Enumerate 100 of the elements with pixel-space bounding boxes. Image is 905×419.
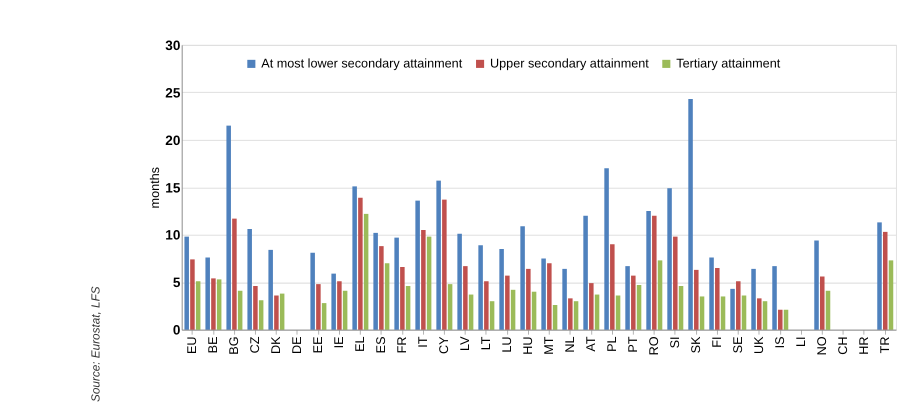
y-tick-label: 0 bbox=[172, 322, 180, 338]
bar bbox=[541, 258, 546, 330]
bar bbox=[820, 276, 825, 330]
bar bbox=[184, 236, 189, 330]
x-tick-label: HU bbox=[520, 336, 535, 355]
x-tick-label: NL bbox=[562, 336, 577, 353]
bar bbox=[190, 259, 195, 330]
bar bbox=[552, 304, 558, 330]
bar bbox=[667, 188, 672, 330]
bar bbox=[258, 300, 264, 330]
bar bbox=[211, 278, 216, 330]
x-tick-label: SI bbox=[668, 336, 682, 348]
bar bbox=[715, 268, 720, 330]
bar bbox=[526, 268, 531, 330]
bar bbox=[331, 274, 336, 330]
bar bbox=[216, 279, 222, 330]
bar bbox=[709, 258, 714, 330]
bar bbox=[636, 285, 642, 330]
x-tick-label: PT bbox=[626, 336, 640, 353]
bar bbox=[610, 244, 615, 330]
y-tick-label: 5 bbox=[172, 275, 181, 290]
bar bbox=[688, 98, 693, 330]
bar bbox=[426, 236, 432, 330]
x-tick-label: MT bbox=[542, 336, 556, 355]
x-tick-label: EL bbox=[353, 336, 368, 352]
bar bbox=[547, 263, 552, 330]
bar bbox=[310, 252, 315, 330]
bar bbox=[394, 238, 399, 330]
bar bbox=[562, 268, 567, 330]
bar bbox=[877, 222, 882, 330]
bar bbox=[337, 281, 342, 330]
bar bbox=[468, 294, 474, 330]
bar bbox=[484, 281, 489, 330]
bar bbox=[646, 211, 651, 330]
bar bbox=[736, 281, 741, 330]
bar bbox=[720, 296, 726, 330]
x-tick-label: HR bbox=[856, 336, 871, 355]
bar bbox=[882, 232, 888, 330]
bar bbox=[505, 276, 510, 330]
bar bbox=[700, 296, 704, 330]
x-tick-label: DE bbox=[290, 336, 304, 354]
x-tick-label: IS bbox=[772, 336, 787, 348]
bar bbox=[342, 290, 348, 330]
bar bbox=[574, 301, 578, 330]
bar bbox=[520, 226, 525, 330]
bar bbox=[448, 284, 452, 330]
y-tick-label: 30 bbox=[165, 38, 180, 53]
bar bbox=[694, 270, 699, 330]
bar bbox=[415, 200, 420, 330]
source-note: Source: Eurostat, LFS bbox=[89, 286, 102, 402]
bar bbox=[658, 260, 662, 330]
x-tick-label: CY bbox=[436, 336, 451, 354]
bar bbox=[532, 292, 536, 330]
x-tick-label: LV bbox=[458, 336, 472, 351]
x-tick-label: SK bbox=[688, 336, 703, 354]
x-tick-label: FI bbox=[710, 336, 724, 348]
bar bbox=[589, 283, 594, 330]
bar bbox=[490, 301, 494, 330]
bar bbox=[421, 230, 426, 330]
bar bbox=[352, 186, 357, 330]
bar bbox=[784, 310, 788, 330]
x-tick-label: FR bbox=[394, 336, 409, 354]
bar bbox=[436, 180, 441, 330]
bar bbox=[379, 246, 384, 330]
bar bbox=[196, 281, 200, 330]
x-tick-label: LU bbox=[500, 336, 514, 353]
bar bbox=[778, 310, 783, 330]
bar bbox=[568, 298, 573, 330]
x-tick-label: LI bbox=[794, 336, 808, 348]
legend-label: Tertiary attainment bbox=[676, 56, 781, 70]
y-axis-title: months bbox=[148, 167, 162, 208]
bar bbox=[316, 284, 321, 330]
bar bbox=[400, 267, 405, 330]
bar bbox=[384, 263, 390, 330]
bar bbox=[268, 250, 273, 330]
bar bbox=[322, 303, 326, 330]
bar bbox=[457, 234, 462, 330]
bar bbox=[583, 216, 588, 330]
bar bbox=[232, 218, 237, 330]
x-tick-label: CZ bbox=[248, 336, 262, 354]
x-tick-label: UK bbox=[752, 336, 766, 354]
bar bbox=[205, 258, 210, 330]
bar bbox=[463, 266, 468, 330]
x-tick-label: PL bbox=[604, 336, 619, 352]
bar bbox=[247, 229, 252, 330]
x-tick-label: IT bbox=[416, 336, 430, 348]
bar bbox=[616, 296, 620, 330]
bar bbox=[364, 214, 368, 330]
x-tick-label: SE bbox=[730, 336, 745, 354]
bar bbox=[652, 216, 657, 330]
bar bbox=[238, 290, 242, 330]
x-tick-label: RO bbox=[646, 336, 661, 356]
bar bbox=[678, 286, 684, 330]
bar bbox=[274, 296, 279, 330]
legend-label: Upper secondary attainment bbox=[490, 56, 650, 70]
x-tick-label: IE bbox=[332, 336, 346, 348]
bar bbox=[888, 260, 894, 330]
bar bbox=[673, 236, 678, 330]
bar bbox=[406, 286, 410, 330]
bar bbox=[772, 266, 777, 330]
